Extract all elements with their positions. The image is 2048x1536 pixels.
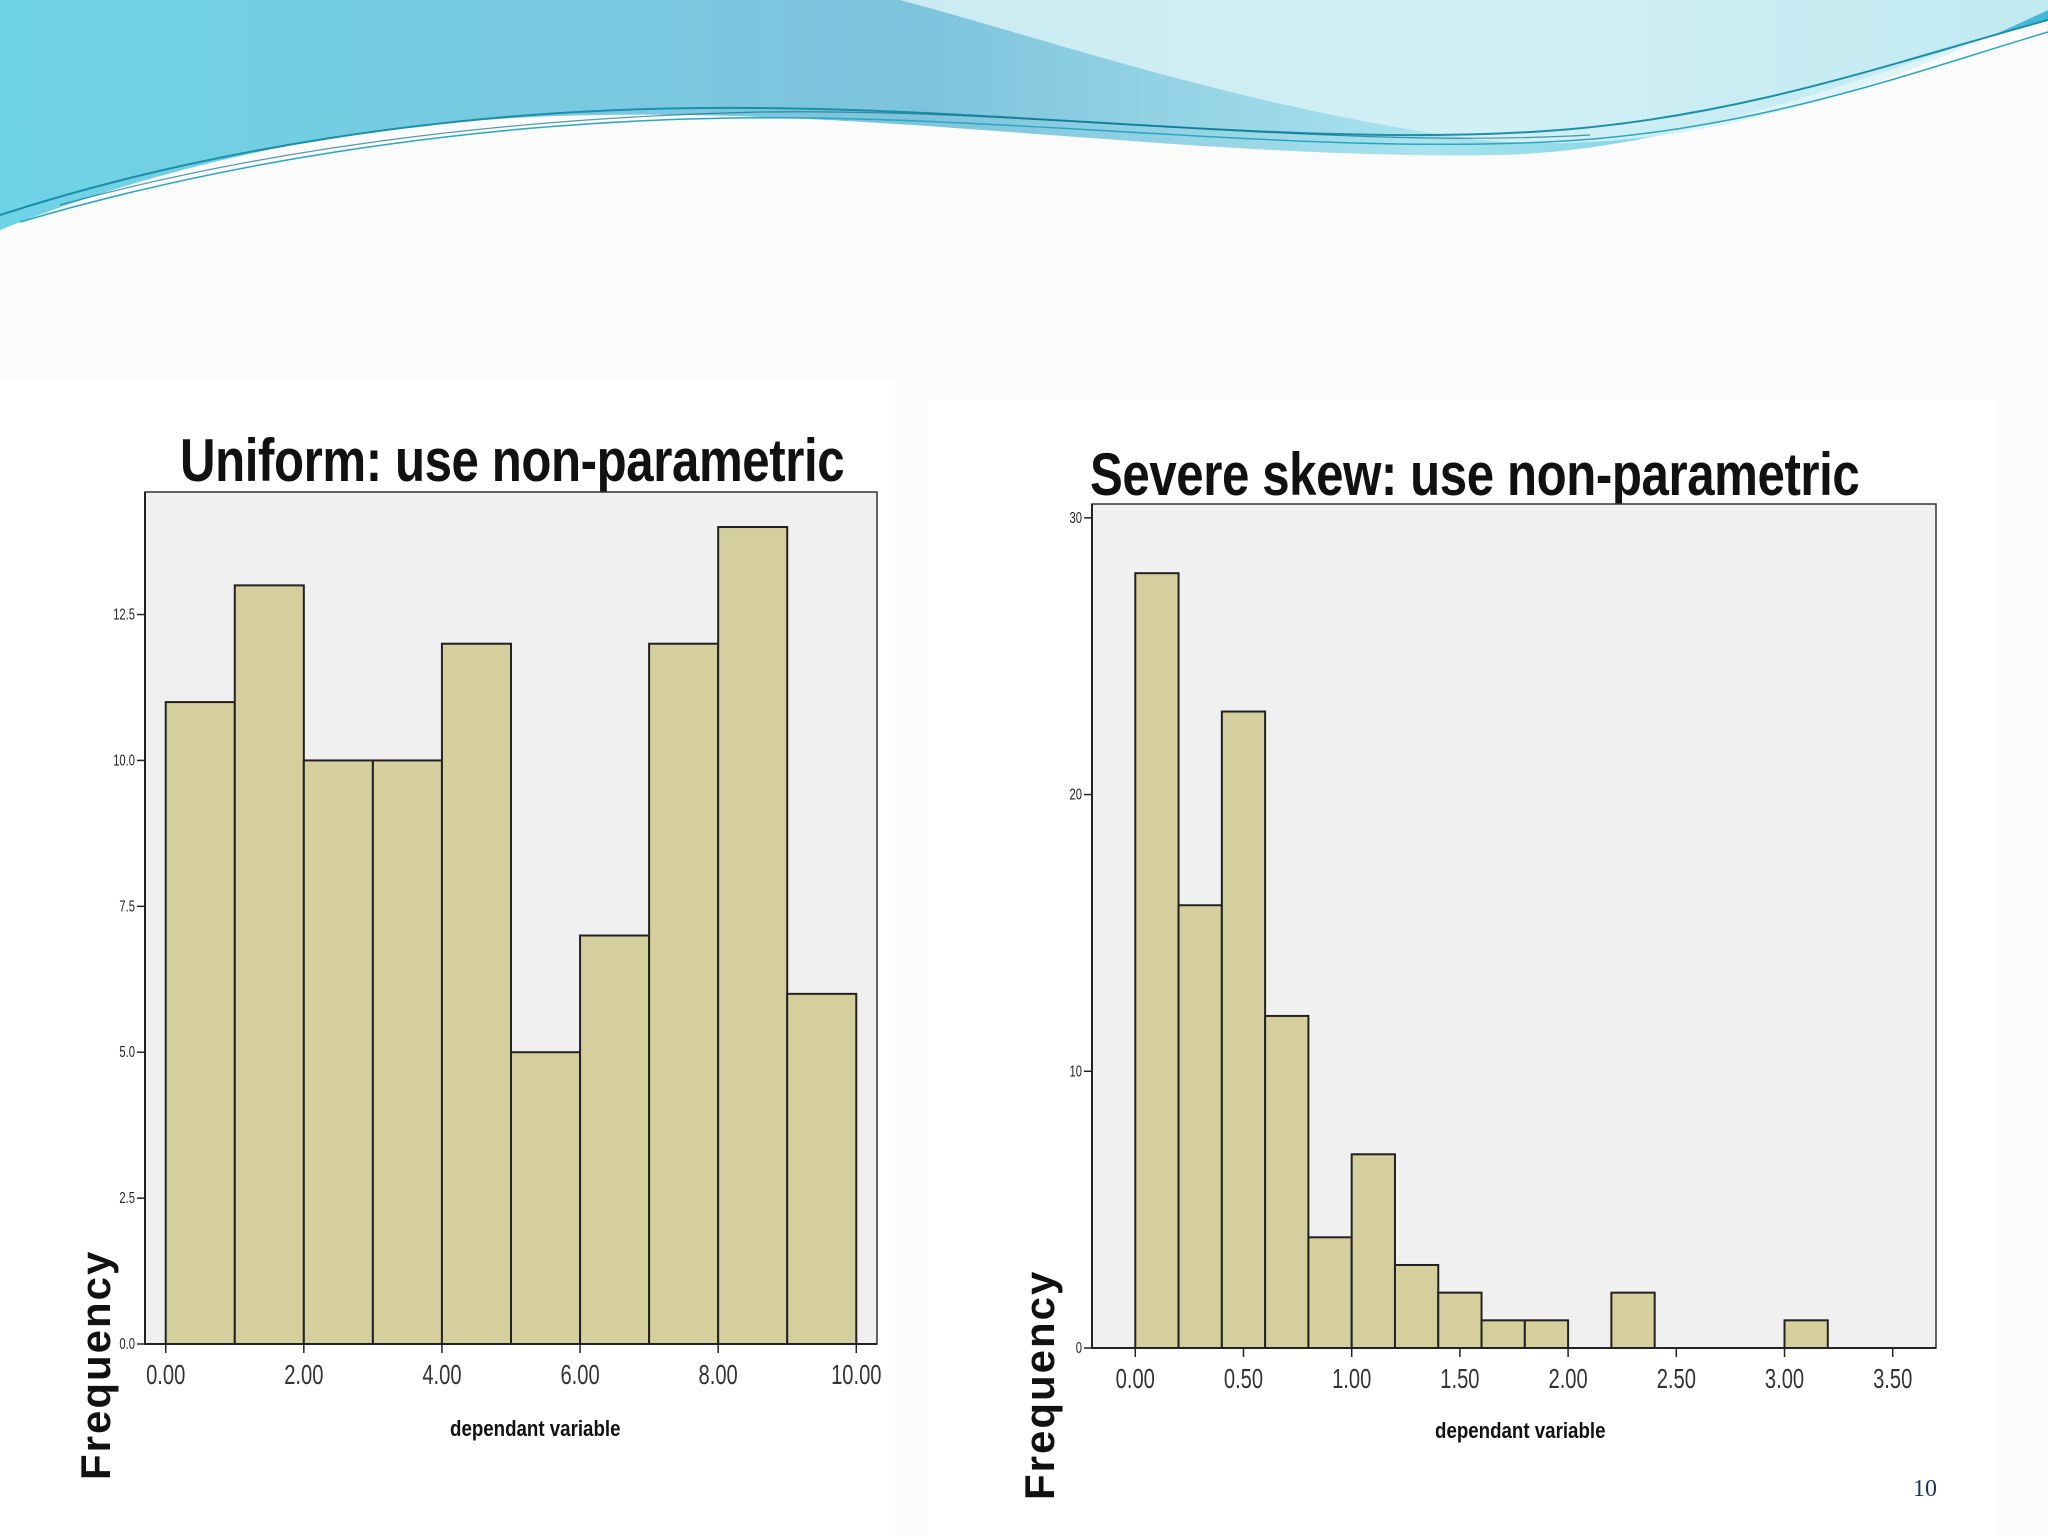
x-tick-label: 3.00 [1765, 1364, 1804, 1395]
histogram-bar [1610, 1291, 1656, 1350]
histogram-bar [717, 526, 789, 1346]
histogram-bar [1783, 1319, 1829, 1350]
x-tick-label: 2.50 [1657, 1364, 1696, 1395]
right-chart-title: Severe skew: use non-parametric [1090, 441, 1860, 508]
header-wave-decoration [0, 0, 2048, 230]
x-tick-label: 0.00 [146, 1360, 185, 1391]
right-chart-ylabel: Frequency [1016, 1269, 1063, 1500]
histogram-bar [164, 701, 236, 1345]
histogram-bar [510, 1051, 582, 1345]
histogram-bar [648, 642, 720, 1345]
y-tick-label: 10 [1070, 1061, 1083, 1080]
histogram-bar [1350, 1153, 1396, 1350]
x-tick-label: 1.00 [1332, 1364, 1371, 1395]
right-chart-xlabel: dependant variable [1435, 1418, 1606, 1443]
histogram-bar [233, 584, 305, 1345]
y-tick-label: 5.0 [119, 1042, 135, 1061]
right-chart-panel: Severe skew: use non-parametric 0 10 20 30 0… [928, 400, 1996, 1536]
histogram-bar [1134, 572, 1180, 1350]
histogram-bar [786, 992, 858, 1346]
x-tick-label: 3.50 [1873, 1364, 1912, 1395]
left-chart-ylabel: Frequency [72, 1249, 119, 1480]
right-histogram: 0 10 20 30 0.00 0.50 1.00 1.50 2.00 2.50 3.00 3.50 [1070, 503, 1937, 1395]
y-tick-label: 10.0 [113, 750, 135, 769]
x-tick-label: 2.00 [1548, 1364, 1587, 1395]
histogram-bar [1480, 1319, 1526, 1350]
left-histogram: 0.0 2.5 5.0 7.5 10.0 12.5 0.00 2.00 4.00 6.00 8.00… [113, 491, 881, 1391]
histogram-bar [1307, 1236, 1353, 1349]
histogram-bar [371, 759, 443, 1345]
y-tick-label: 7.5 [119, 896, 135, 915]
y-tick-label: 12.5 [113, 604, 135, 623]
y-tick-label: 0 [1076, 1338, 1082, 1357]
x-tick-label: 0.00 [1116, 1364, 1155, 1395]
y-tick-label: 2.5 [119, 1188, 135, 1207]
histogram-bar [1393, 1263, 1440, 1349]
histogram-bar [1437, 1291, 1483, 1350]
y-tick-label: 30 [1070, 508, 1083, 527]
x-tick-label: 2.00 [284, 1360, 323, 1391]
page-number: 10 [1913, 1476, 1937, 1502]
y-tick-label: 0.0 [119, 1334, 135, 1353]
histogram-bar [1177, 904, 1223, 1349]
x-tick-label: 10.00 [831, 1360, 881, 1391]
histogram-bar [1264, 1014, 1310, 1350]
histogram-bar [579, 934, 651, 1345]
left-chart-panel: Uniform: use non-parametric 0.0 2.5 5.0 7.5… [0, 380, 895, 1536]
left-chart-xlabel: dependant variable [450, 1416, 621, 1441]
x-tick-label: 8.00 [699, 1360, 738, 1391]
x-tick-label: 0.50 [1224, 1364, 1263, 1395]
y-tick-label: 20 [1070, 784, 1083, 803]
histogram-bar [440, 642, 512, 1345]
histogram-bar [302, 759, 374, 1345]
x-tick-label: 6.00 [560, 1360, 599, 1391]
histogram-bar [1220, 710, 1267, 1350]
histogram-bar [1523, 1319, 1570, 1350]
x-tick-label: 4.00 [422, 1360, 461, 1391]
x-tick-label: 1.50 [1440, 1364, 1479, 1395]
left-chart-title: Uniform: use non-parametric [180, 427, 845, 494]
